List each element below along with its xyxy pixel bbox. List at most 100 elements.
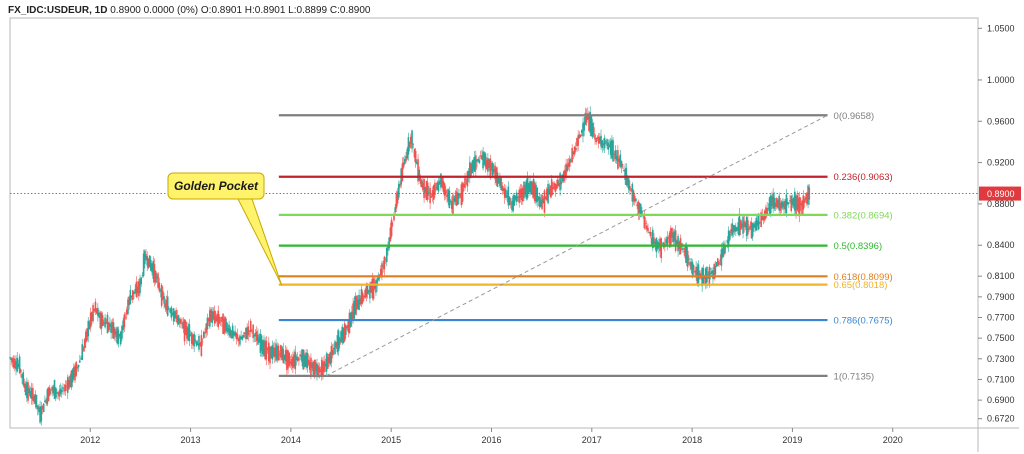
- candle-body: [437, 181, 440, 192]
- candle-body: [667, 237, 670, 239]
- candle-body: [405, 156, 407, 162]
- candle-body: [128, 296, 130, 306]
- candle-body: [775, 198, 778, 208]
- candle-body: [352, 303, 354, 320]
- candle-body: [40, 406, 43, 422]
- candle-body: [559, 173, 561, 191]
- candle-body: [589, 112, 591, 133]
- candle-body: [35, 394, 38, 408]
- candle-body: [491, 162, 494, 176]
- candle-body: [727, 230, 730, 248]
- candle-body: [712, 270, 714, 279]
- candle-body: [336, 335, 339, 353]
- candle-body: [607, 142, 610, 150]
- candle-body: [490, 162, 493, 171]
- candle-body: [798, 197, 801, 217]
- candle-body: [39, 406, 41, 423]
- candle-body: [146, 256, 149, 266]
- candle-body: [296, 357, 299, 361]
- candle-body: [27, 382, 29, 401]
- candle-body: [797, 198, 800, 213]
- candle-body: [429, 187, 431, 204]
- candle-body: [493, 169, 495, 172]
- candle-body: [85, 331, 87, 343]
- candle-body: [745, 217, 748, 236]
- candle-body: [477, 158, 480, 161]
- candle-body: [133, 291, 135, 295]
- candle-body: [407, 137, 410, 155]
- candle-body: [137, 281, 140, 296]
- candle-body: [184, 321, 187, 335]
- candle-body: [261, 340, 264, 355]
- candle-body: [802, 195, 805, 210]
- candle-body: [110, 324, 112, 333]
- candle-body: [741, 223, 743, 228]
- candle-body: [46, 389, 49, 405]
- candle-body: [205, 323, 208, 333]
- candle-body: [87, 320, 90, 337]
- candle-body: [319, 369, 322, 372]
- candle-body: [366, 285, 369, 295]
- candle-body: [807, 185, 809, 205]
- candle-body: [92, 304, 94, 322]
- candle-body: [750, 221, 753, 239]
- candle-body: [583, 121, 585, 131]
- candle-body: [716, 258, 719, 266]
- fib-level-label-5: 0.65(0.8018): [834, 280, 888, 291]
- candle-body: [150, 259, 152, 271]
- candle-body: [518, 190, 520, 203]
- candle-body: [81, 344, 84, 360]
- candle-body: [428, 191, 430, 193]
- candle-body: [45, 399, 47, 404]
- candle-body: [801, 200, 803, 215]
- candle-body: [637, 201, 640, 215]
- candle-body: [714, 265, 717, 275]
- candle-body: [391, 223, 394, 225]
- candle-body: [339, 338, 341, 345]
- candle-body: [441, 176, 443, 187]
- x-tick-label-8: 2020: [883, 435, 903, 445]
- candle-body: [800, 202, 802, 206]
- candle-body: [387, 245, 389, 251]
- candle-body: [410, 136, 412, 144]
- candle-body: [524, 184, 526, 195]
- candle-body: [276, 345, 279, 360]
- x-tick-label-4: 2016: [481, 435, 501, 445]
- candle-body: [629, 186, 631, 191]
- candle-body: [246, 327, 248, 340]
- candle-body: [211, 311, 214, 323]
- candle-body: [156, 276, 158, 279]
- candle-body: [163, 296, 165, 304]
- candle-body: [318, 367, 321, 373]
- candle-body: [771, 196, 773, 207]
- candle-body: [396, 191, 399, 204]
- candle-body: [210, 308, 212, 322]
- candle-body: [645, 225, 648, 230]
- candle-body: [20, 369, 22, 373]
- trend-line: [325, 114, 828, 377]
- candle-body: [720, 249, 723, 266]
- candle-body: [547, 183, 549, 204]
- chart-header: FX_IDC:USDEUR, 1D 0.8900 0.0000 (0%) O:0…: [8, 5, 370, 16]
- candle-body: [430, 196, 433, 198]
- candle-body: [240, 336, 242, 340]
- candle-body: [549, 185, 552, 197]
- candle-body: [560, 181, 563, 185]
- fib-level-label-1: 0.236(0.9063): [834, 172, 893, 183]
- candle-body: [593, 127, 595, 135]
- candle-body: [379, 269, 382, 276]
- candle-body: [754, 222, 756, 229]
- candle-body: [554, 183, 557, 192]
- candle-body: [803, 199, 806, 204]
- candle-body: [538, 197, 541, 208]
- candle-body: [305, 352, 307, 367]
- candle-body: [442, 180, 445, 192]
- fib-level-label-2: 0.382(0.8694): [834, 210, 893, 221]
- candle-body: [79, 360, 81, 363]
- candle-body: [284, 350, 287, 362]
- candle-body: [178, 318, 181, 323]
- candle-body: [241, 336, 244, 340]
- candle-body: [453, 198, 455, 202]
- candle-body: [320, 359, 323, 377]
